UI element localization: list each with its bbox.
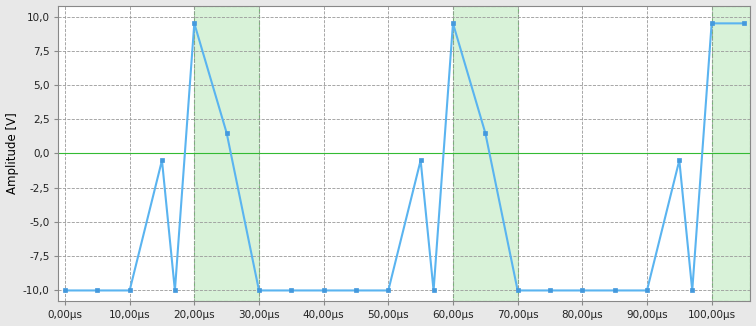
Bar — [194, 6, 259, 302]
Bar — [711, 6, 751, 302]
Bar — [453, 6, 518, 302]
Y-axis label: Amplitude [V]: Amplitude [V] — [5, 112, 19, 194]
